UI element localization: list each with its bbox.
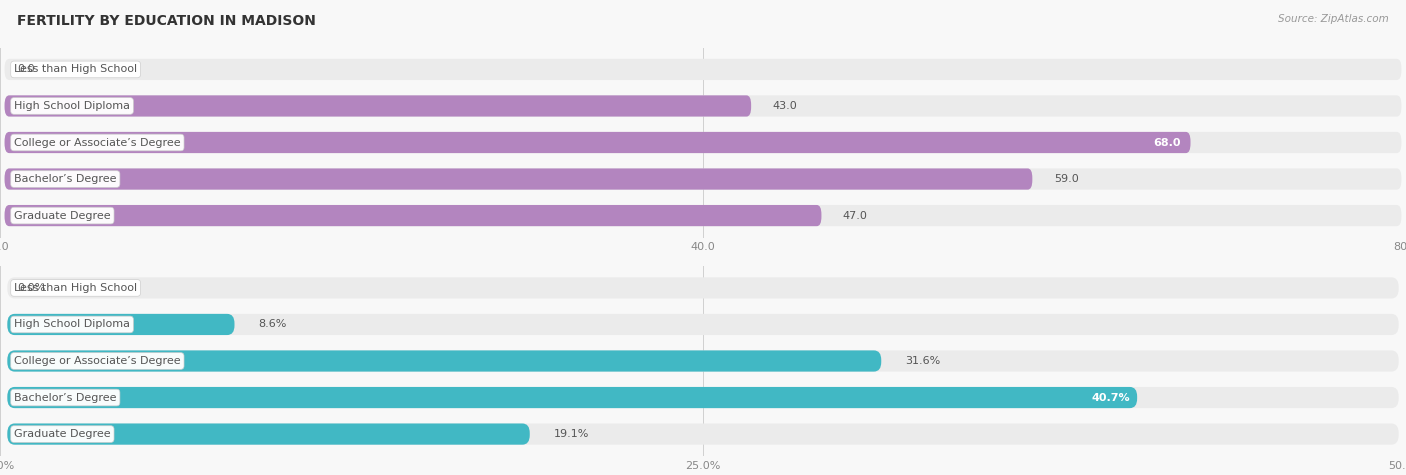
- Text: College or Associate’s Degree: College or Associate’s Degree: [14, 356, 181, 366]
- FancyBboxPatch shape: [4, 95, 1402, 116]
- Text: Bachelor’s Degree: Bachelor’s Degree: [14, 174, 117, 184]
- Text: 8.6%: 8.6%: [259, 320, 287, 330]
- Text: Graduate Degree: Graduate Degree: [14, 210, 111, 220]
- Text: 47.0: 47.0: [844, 210, 868, 220]
- FancyBboxPatch shape: [4, 169, 1032, 190]
- Text: FERTILITY BY EDUCATION IN MADISON: FERTILITY BY EDUCATION IN MADISON: [17, 14, 316, 28]
- Text: 0.0: 0.0: [17, 65, 35, 75]
- FancyBboxPatch shape: [7, 351, 882, 371]
- FancyBboxPatch shape: [4, 59, 1402, 80]
- FancyBboxPatch shape: [7, 277, 1399, 298]
- FancyBboxPatch shape: [4, 205, 821, 226]
- Text: High School Diploma: High School Diploma: [14, 101, 131, 111]
- FancyBboxPatch shape: [4, 169, 1402, 190]
- Text: Source: ZipAtlas.com: Source: ZipAtlas.com: [1278, 14, 1389, 24]
- FancyBboxPatch shape: [4, 132, 1402, 153]
- Text: Less than High School: Less than High School: [14, 283, 138, 293]
- FancyBboxPatch shape: [4, 205, 1402, 226]
- Text: 40.7%: 40.7%: [1092, 392, 1130, 402]
- Text: College or Associate’s Degree: College or Associate’s Degree: [14, 137, 181, 148]
- FancyBboxPatch shape: [7, 424, 1399, 445]
- Text: Graduate Degree: Graduate Degree: [14, 429, 111, 439]
- Text: Bachelor’s Degree: Bachelor’s Degree: [14, 392, 117, 402]
- FancyBboxPatch shape: [7, 387, 1137, 408]
- FancyBboxPatch shape: [7, 387, 1399, 408]
- Text: 59.0: 59.0: [1054, 174, 1078, 184]
- Text: 19.1%: 19.1%: [554, 429, 589, 439]
- Text: High School Diploma: High School Diploma: [14, 320, 131, 330]
- FancyBboxPatch shape: [7, 314, 235, 335]
- Text: 0.0%: 0.0%: [17, 283, 45, 293]
- FancyBboxPatch shape: [4, 132, 1191, 153]
- Text: 31.6%: 31.6%: [905, 356, 941, 366]
- FancyBboxPatch shape: [7, 424, 530, 445]
- FancyBboxPatch shape: [4, 95, 751, 116]
- FancyBboxPatch shape: [7, 351, 1399, 371]
- Text: 43.0: 43.0: [773, 101, 797, 111]
- Text: 68.0: 68.0: [1153, 137, 1181, 148]
- FancyBboxPatch shape: [7, 314, 1399, 335]
- Text: Less than High School: Less than High School: [14, 65, 138, 75]
